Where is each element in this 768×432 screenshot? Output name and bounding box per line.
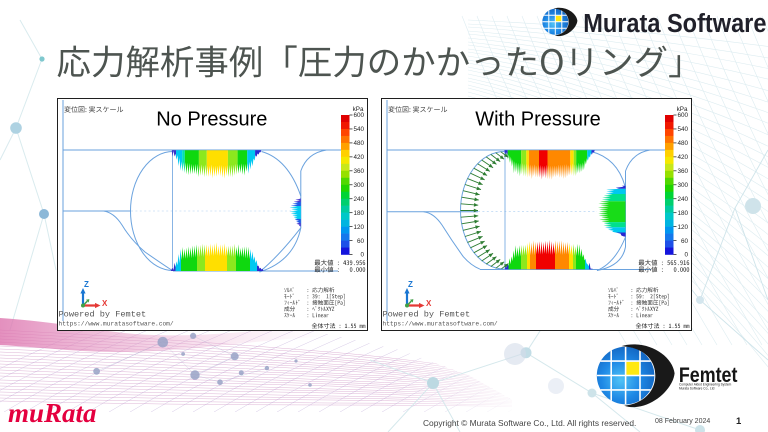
svg-text:540: 540 (353, 126, 364, 133)
svg-text:180: 180 (677, 210, 688, 217)
svg-text:X: X (102, 299, 108, 308)
svg-text:300: 300 (677, 182, 688, 189)
svg-text:360: 360 (353, 168, 364, 175)
svg-text:60: 60 (681, 238, 689, 245)
svg-text:kPa: kPa (352, 106, 363, 113)
svg-text:0: 0 (360, 252, 364, 259)
svg-text:600: 600 (677, 112, 688, 119)
svg-text:0: 0 (684, 252, 688, 259)
svg-text:420: 420 (353, 154, 364, 161)
svg-text:Murata Software: Murata Software (583, 10, 766, 38)
svg-text:Computer Aided Engineering Sys: Computer Aided Engineering System (679, 383, 732, 387)
svg-text:Femtet: Femtet (679, 364, 738, 388)
svg-text:Powered by Femtet: Powered by Femtet (383, 310, 471, 320)
svg-text:480: 480 (677, 140, 688, 147)
svg-text:120: 120 (677, 224, 688, 231)
svg-text:With Pressure: With Pressure (475, 109, 601, 131)
svg-text:Z: Z (408, 280, 413, 289)
svg-text:600: 600 (353, 112, 364, 119)
svg-text:Murata Software Co., Ltd: Murata Software Co., Ltd (679, 387, 715, 391)
svg-text:240: 240 (353, 196, 364, 203)
svg-text:420: 420 (677, 154, 688, 161)
svg-text:https://www.muratasoftware.com: https://www.muratasoftware.com/ (58, 321, 173, 328)
svg-text:https://www.muratasoftware.com: https://www.muratasoftware.com/ (383, 321, 498, 328)
svg-text:kPa: kPa (677, 106, 688, 113)
svg-text:No Pressure: No Pressure (156, 109, 267, 131)
svg-text:180: 180 (353, 210, 364, 217)
svg-text:360: 360 (677, 168, 688, 175)
svg-text:X: X (426, 299, 432, 308)
svg-text:Z: Z (84, 280, 89, 289)
svg-text:60: 60 (356, 238, 364, 245)
svg-text:120: 120 (353, 224, 364, 231)
svg-text:540: 540 (677, 126, 688, 133)
svg-text:480: 480 (353, 140, 364, 147)
svg-text:Powered by Femtet: Powered by Femtet (58, 310, 146, 320)
svg-text:300: 300 (353, 182, 364, 189)
svg-text:240: 240 (677, 196, 688, 203)
